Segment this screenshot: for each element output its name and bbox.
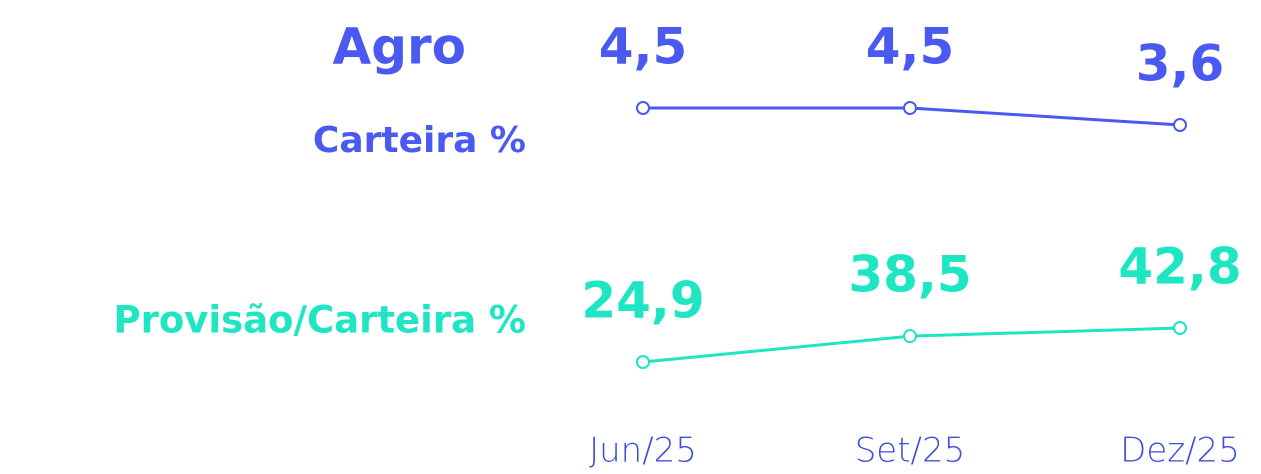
data-label: 24,9	[581, 272, 704, 330]
data-label: 4,5	[866, 18, 955, 76]
point	[636, 101, 650, 115]
data-label: 4,5	[599, 18, 688, 76]
x-tick-label: Set/25	[855, 431, 966, 471]
x-tick-label: Jun/25	[589, 431, 697, 471]
series-name: Carteira %	[313, 120, 526, 161]
point	[1173, 118, 1187, 132]
point	[636, 355, 650, 369]
data-label: 42,8	[1118, 238, 1241, 296]
x-tick-label: Dez/25	[1120, 431, 1240, 471]
data-label: 38,5	[848, 246, 971, 304]
point	[903, 329, 917, 344]
data-label: 3,6	[1136, 35, 1225, 93]
chart-title: Agro	[333, 18, 467, 76]
point	[1173, 321, 1187, 335]
point	[903, 101, 917, 115]
series-name: Provisão/Carteira %	[113, 299, 526, 342]
